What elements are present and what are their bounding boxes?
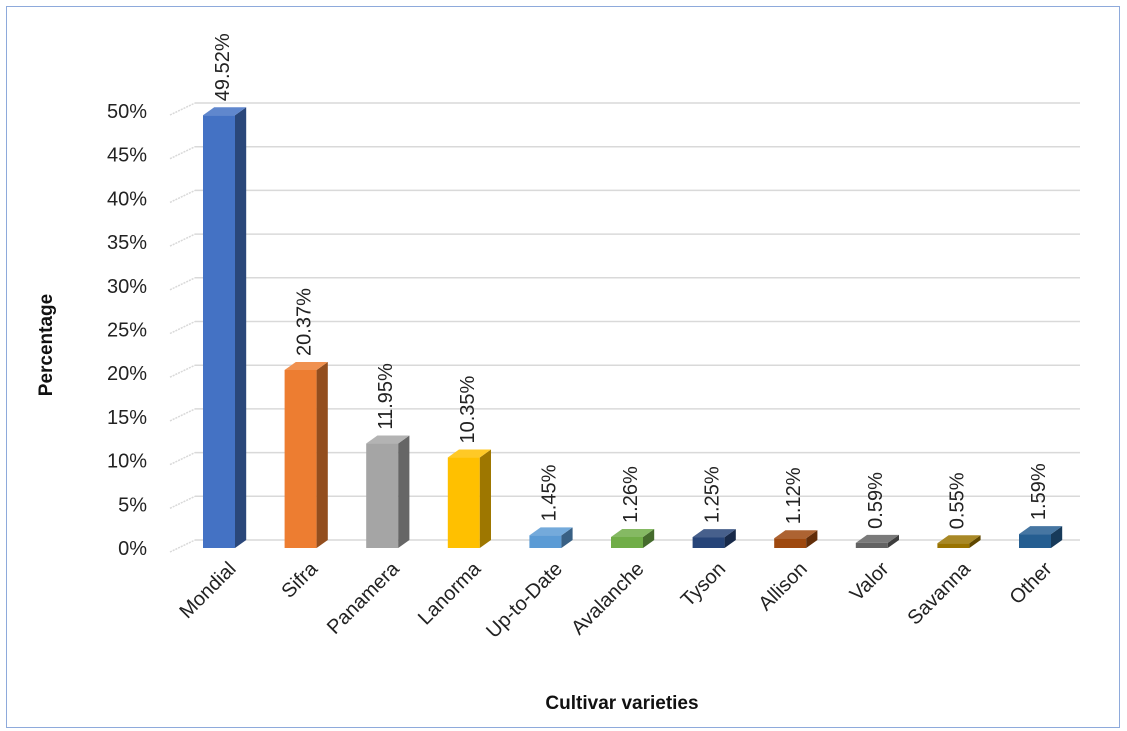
- bar-side: [643, 528, 655, 548]
- bar-front: [529, 535, 562, 548]
- data-label: 0.59%: [865, 472, 887, 529]
- data-label: 1.12%: [783, 467, 805, 524]
- gridlines: [169, 102, 1080, 553]
- bar-panamera: [366, 435, 410, 548]
- bar-side: [1051, 526, 1063, 548]
- bar-top: [529, 527, 573, 536]
- bar-side: [316, 361, 328, 548]
- y-tick-label: 50%: [107, 101, 147, 123]
- gridline-side: [169, 102, 196, 116]
- bar-side: [398, 435, 410, 548]
- bar-front: [1019, 534, 1051, 548]
- bar-front: [774, 538, 807, 548]
- y-axis-title: Percentage: [36, 294, 57, 396]
- data-label: 49.52%: [212, 33, 234, 101]
- bar-front: [855, 542, 888, 548]
- bar-front: [611, 536, 643, 548]
- x-axis-title: Cultivar varieties: [545, 693, 698, 714]
- gridline-side: [169, 146, 196, 160]
- bar-front: [366, 443, 399, 548]
- bar-savanna: [937, 535, 981, 548]
- bar-side: [479, 449, 491, 548]
- bar-front: [937, 543, 970, 548]
- x-tick-label: Savanna: [904, 557, 976, 629]
- bar-front: [447, 457, 480, 548]
- data-label: 0.55%: [946, 472, 968, 529]
- bar-top: [611, 528, 655, 537]
- gridline-side: [169, 451, 196, 466]
- x-tick-label: Up-to-Date: [482, 558, 567, 643]
- bar-top: [1019, 526, 1063, 535]
- bar-side: [235, 107, 247, 549]
- x-tick-label: Tyson: [677, 558, 730, 611]
- bar-front: [203, 115, 235, 549]
- data-label: 20.37%: [294, 288, 316, 356]
- bar-side: [887, 534, 899, 548]
- bar-up-to-date: [529, 527, 573, 548]
- x-tick-label: Mondial: [175, 558, 240, 623]
- y-tick-label: 20%: [107, 363, 147, 385]
- bars: [203, 107, 1063, 549]
- x-tick-label: Allison: [755, 558, 812, 615]
- bar-lanorma: [447, 449, 491, 548]
- gridline-side: [169, 495, 196, 509]
- y-tick-label: 35%: [107, 232, 147, 254]
- y-tick-label: 15%: [107, 407, 147, 429]
- x-tick-label: Lanorma: [414, 557, 486, 629]
- bar-top: [774, 530, 818, 539]
- y-tick-label: 45%: [107, 145, 147, 167]
- gridline-side: [169, 189, 196, 204]
- data-labels: 49.52% 20.37% 11.95% 10.35% 1.45% 1.26% 1.25% 1…: [212, 33, 1050, 529]
- bar-mondial: [203, 107, 247, 549]
- y-tick-label: 0%: [118, 538, 147, 560]
- bar-allison: [774, 530, 818, 548]
- y-tick-label: 25%: [107, 320, 147, 342]
- bar-front: [692, 537, 725, 548]
- data-label: 1.59%: [1028, 463, 1050, 520]
- x-tick-label: Other: [1006, 558, 1057, 609]
- data-label: 10.35%: [457, 375, 479, 443]
- bar-top: [692, 529, 736, 538]
- bar-top: [855, 534, 899, 543]
- data-label: 11.95%: [375, 363, 397, 430]
- bar-front: [284, 369, 317, 548]
- bar-side: [561, 527, 573, 548]
- bar-side: [969, 535, 981, 548]
- x-tick-label: Avalanche: [567, 558, 648, 639]
- bar-top: [447, 449, 491, 458]
- bar-top: [937, 535, 981, 544]
- bar-valor: [855, 534, 899, 548]
- gridline-side: [169, 364, 196, 378]
- bar-top: [366, 435, 410, 444]
- chart-frame: [6, 6, 1120, 728]
- x-tick-label: Panamera: [323, 557, 404, 638]
- x-tick-label: Valor: [846, 558, 894, 606]
- bar-side: [724, 529, 736, 548]
- gridline-side: [169, 320, 196, 335]
- gridline-side: [169, 277, 196, 291]
- gridline-side: [169, 539, 196, 553]
- x-tick-label: Sifra: [277, 557, 322, 602]
- y-tick-label: 5%: [118, 494, 147, 516]
- y-tick-label: 10%: [107, 451, 147, 473]
- y-tick-label: 30%: [107, 276, 147, 298]
- bar-sifra: [284, 361, 328, 548]
- y-axis-ticks: 0% 5% 10% 15% 20% 25% 30% 35% 40% 45% 50%: [107, 101, 147, 560]
- gridline-side: [169, 408, 196, 422]
- bar-top: [284, 361, 328, 370]
- data-label: 1.26%: [620, 466, 642, 523]
- bar-top: [203, 107, 247, 116]
- data-label: 1.45%: [538, 464, 560, 521]
- data-label: 1.25%: [702, 466, 724, 523]
- gridline-side: [169, 233, 196, 247]
- bar-other: [1019, 526, 1063, 548]
- bar-tyson: [692, 529, 736, 548]
- bar-avalanche: [611, 528, 655, 548]
- y-tick-label: 40%: [107, 188, 147, 210]
- bar-side: [806, 530, 818, 548]
